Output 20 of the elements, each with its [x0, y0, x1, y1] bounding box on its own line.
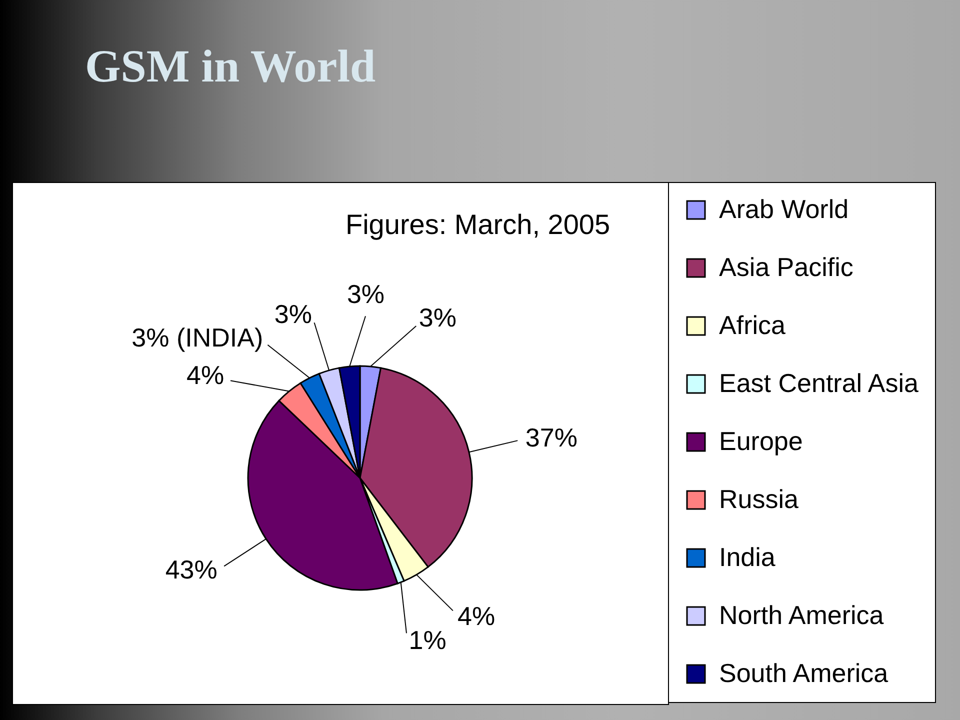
chart-title: GSM in World	[85, 40, 376, 92]
legend-label: North America	[719, 600, 884, 630]
data-label: 3%	[346, 279, 385, 310]
data-label: 4%	[186, 360, 224, 390]
legend-label: South America	[719, 658, 889, 688]
data-label: 43%	[165, 554, 218, 585]
legend-label: Arab World	[719, 194, 849, 224]
data-label: 1%	[408, 624, 446, 655]
data-label: 3% (INDIA)	[132, 322, 264, 352]
data-label: 4%	[458, 601, 496, 632]
data-label: 3%	[418, 302, 456, 333]
legend-label: East Central Asia	[719, 368, 919, 398]
legend-label: Africa	[719, 310, 786, 340]
legend-label: India	[719, 542, 776, 572]
text: Figures: March, 2005	[345, 209, 610, 240]
legend-label: Russia	[719, 484, 800, 514]
legend-label: Europe	[719, 426, 803, 456]
data-label: 37%	[525, 422, 578, 453]
legend-label: Asia Pacific	[719, 252, 854, 282]
data-label: 3%	[274, 298, 312, 329]
